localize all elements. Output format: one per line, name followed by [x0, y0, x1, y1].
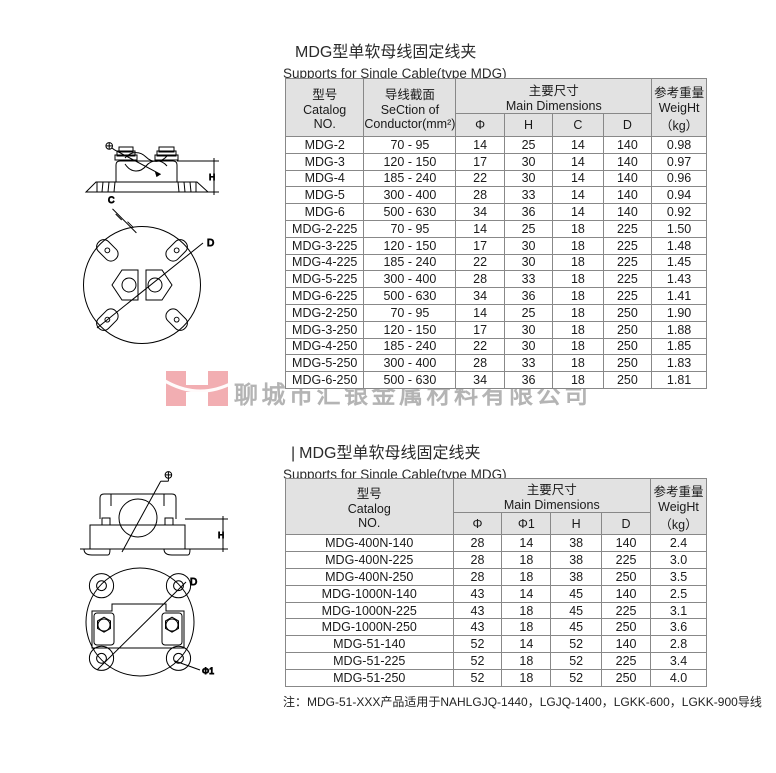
svg-text:D: D [190, 577, 197, 588]
svg-text:Φ1: Φ1 [202, 666, 214, 676]
